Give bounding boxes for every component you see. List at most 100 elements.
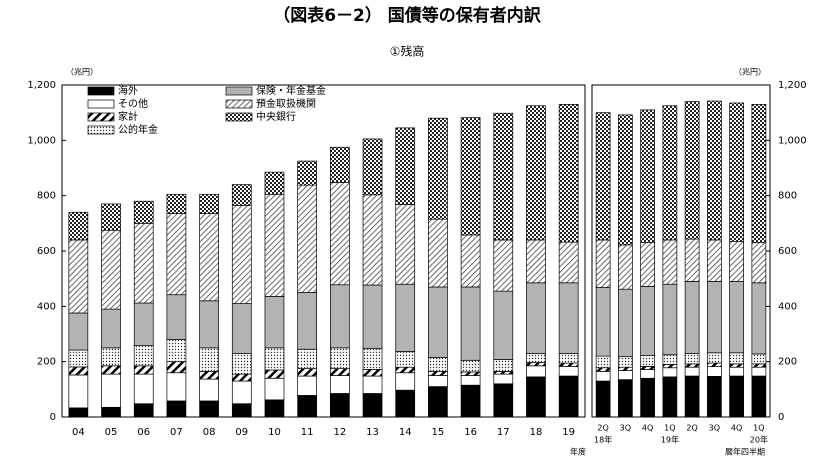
y-tick-label: 400	[37, 301, 56, 312]
x-group-label: 18年	[594, 435, 612, 445]
bar-segment	[526, 376, 546, 418]
bar-segment	[684, 366, 700, 377]
bar-segment	[729, 366, 744, 377]
y-tick-label: 200	[37, 357, 56, 368]
bar-segment	[751, 366, 767, 377]
bar-segment	[166, 339, 187, 363]
x-tick-label: 3Q	[709, 424, 720, 433]
bar-segment	[618, 379, 633, 418]
bar-segment	[640, 242, 655, 287]
bar-segment	[199, 300, 219, 349]
x-tick-label: 2Q	[597, 424, 608, 433]
bar-segment	[618, 370, 633, 380]
bar-segment	[662, 354, 678, 365]
bar-segment	[460, 371, 481, 376]
bar-segment	[329, 368, 350, 376]
bar-segment	[707, 239, 722, 282]
bar-segment	[166, 400, 187, 418]
bar-segment	[68, 312, 89, 351]
bar-segment	[231, 380, 252, 405]
bar-segment	[101, 347, 121, 367]
bar-segment	[751, 242, 767, 284]
bar-segment	[428, 218, 448, 288]
bar-segment	[231, 353, 252, 375]
bar-segment	[133, 302, 154, 346]
bar-segment	[362, 375, 383, 394]
bar-segment	[526, 282, 546, 354]
x-tick-label: 4Q	[642, 424, 653, 433]
bar-segment	[460, 117, 481, 236]
bar-segment	[133, 345, 154, 367]
bar-segment	[428, 117, 448, 220]
bar-segment	[101, 365, 121, 375]
bar-segment	[751, 282, 767, 355]
bar-segment	[428, 371, 448, 376]
bar-segment	[751, 353, 767, 365]
x-group-label: 19年	[661, 435, 679, 445]
bar-segment	[684, 238, 700, 282]
bar-segment	[329, 146, 350, 183]
bar-segment	[684, 281, 700, 354]
y-tick-label: 1,000	[778, 135, 807, 146]
bar-segment	[329, 182, 350, 286]
bar-segment	[684, 101, 700, 240]
bar-segment	[362, 194, 383, 286]
x-tick-label: 4Q	[731, 424, 742, 433]
bar-segment	[558, 104, 579, 243]
x-tick-label: 18	[530, 427, 543, 438]
bar-segment	[558, 375, 579, 418]
bar-segment	[493, 383, 514, 418]
bar-segment	[395, 366, 416, 374]
bar-segment	[558, 282, 579, 354]
x-tick-label: 19	[562, 427, 575, 438]
legend-label: 保険・年金基金	[256, 84, 326, 97]
bar-segment	[297, 184, 318, 293]
bar-segment	[595, 380, 611, 418]
x-tick-label: 14	[399, 427, 412, 438]
bar-segment	[729, 102, 744, 242]
bar-segment	[264, 193, 285, 297]
bar-segment	[707, 281, 722, 354]
bar-segment	[751, 104, 767, 244]
bar-segment	[133, 200, 154, 224]
legend-swatch	[225, 86, 253, 96]
legend-swatch	[87, 86, 115, 96]
bar-segment	[662, 239, 678, 285]
y-unit: （兆円）	[66, 67, 98, 77]
bar-segment	[101, 308, 121, 349]
y-unit: （兆円）	[734, 67, 766, 77]
legend-swatch	[225, 99, 253, 109]
bar-segment	[264, 296, 285, 349]
bar-segment	[264, 369, 285, 379]
bar-segment	[362, 369, 383, 377]
bar-segment	[231, 373, 252, 382]
bar-segment	[707, 375, 722, 418]
y-tick-label: 1,200	[27, 80, 56, 91]
bar-segment	[329, 284, 350, 349]
bar-segment	[595, 355, 611, 369]
bar-segment	[199, 371, 219, 380]
bar-segment	[526, 239, 546, 284]
bar-segment	[729, 352, 744, 365]
y-tick-label: 800	[778, 191, 797, 202]
y-tick-label: 400	[778, 301, 797, 312]
legend-label: 預金取扱機関	[256, 97, 316, 110]
bar-segment	[558, 241, 579, 284]
bar-segment	[640, 355, 655, 367]
bar-segment	[526, 365, 546, 378]
x-label: 年度	[570, 447, 586, 457]
bar-segment	[297, 348, 318, 369]
bar-segment	[68, 349, 89, 368]
x-tick-label: 10	[268, 427, 281, 438]
bar-segment	[460, 286, 481, 361]
bar-segment	[595, 367, 611, 372]
bar-segment	[297, 368, 318, 377]
bar-segment	[199, 378, 219, 402]
x-tick-label: 11	[301, 427, 314, 438]
bar-segment	[166, 372, 187, 402]
bar-segment	[329, 375, 350, 394]
bar-segment	[166, 361, 187, 374]
bar-segment	[595, 239, 611, 288]
x-tick-label: 3Q	[620, 424, 631, 433]
bar-segment	[428, 375, 448, 387]
